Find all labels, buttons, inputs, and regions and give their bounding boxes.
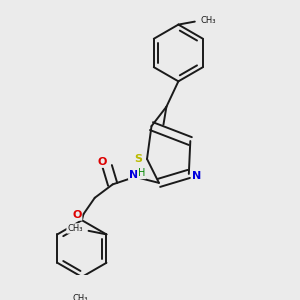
Text: CH₃: CH₃ bbox=[200, 16, 216, 25]
Text: S: S bbox=[134, 154, 142, 164]
Text: O: O bbox=[97, 157, 106, 167]
Text: H: H bbox=[138, 168, 145, 178]
Text: N: N bbox=[192, 171, 201, 181]
Text: CH₃: CH₃ bbox=[73, 294, 88, 300]
Text: O: O bbox=[72, 210, 82, 220]
Text: CH₃: CH₃ bbox=[67, 224, 83, 233]
Text: N: N bbox=[129, 169, 138, 179]
